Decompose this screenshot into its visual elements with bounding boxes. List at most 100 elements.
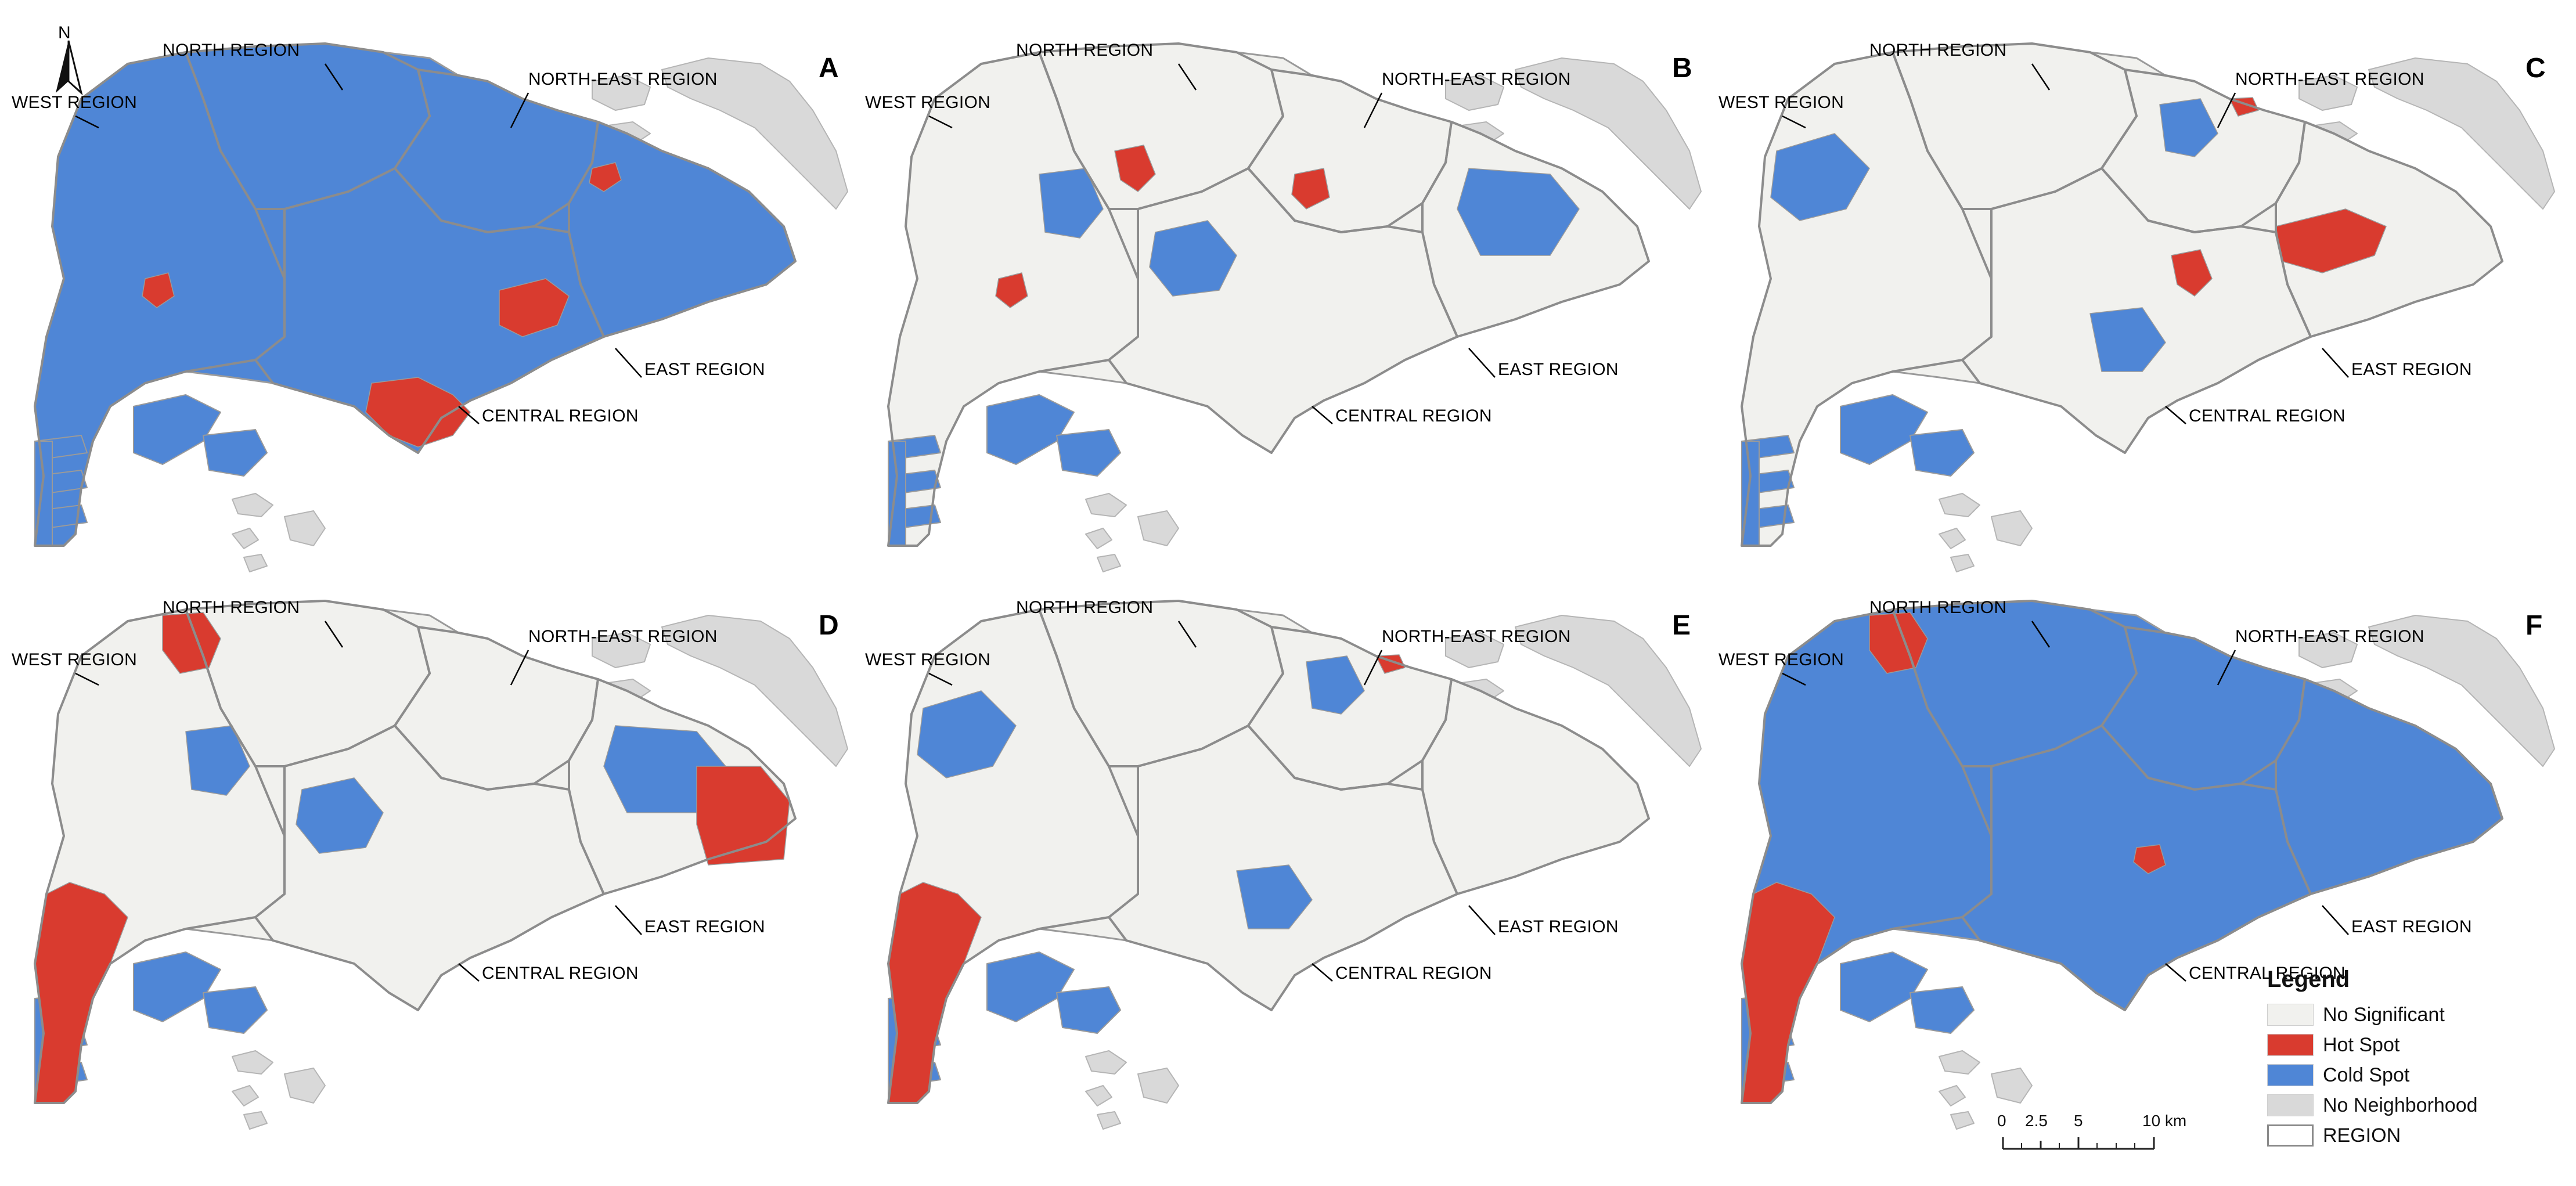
leader-line — [2031, 621, 2051, 648]
industrial-island — [986, 951, 1075, 1022]
cold-spot-area — [2159, 98, 2218, 157]
region-label-east: EAST REGION — [644, 917, 765, 936]
region-label-north-east: NORTH-EAST REGION — [2235, 70, 2424, 89]
leader-line — [2322, 348, 2349, 378]
industrial-island — [133, 394, 221, 465]
no-neighborhood-area — [1515, 615, 1702, 767]
no-neighborhood-area — [232, 528, 259, 549]
panel-letter: C — [2525, 53, 2546, 84]
leader-line — [324, 63, 344, 91]
legend-item-region: REGION — [2267, 1122, 2540, 1149]
region-label-north-east: NORTH-EAST REGION — [528, 70, 718, 89]
no-neighborhood-area — [1085, 1050, 1127, 1075]
no-neighborhood-area — [1137, 510, 1179, 546]
no-neighborhood-area — [592, 632, 651, 668]
panel-letter: B — [1672, 53, 1692, 84]
scale-tick-label: 5 — [2074, 1112, 2083, 1130]
main-island — [1741, 42, 2503, 547]
hot-spot-area — [162, 612, 221, 674]
leader-line — [1782, 115, 1806, 129]
region-label-west: WEST REGION — [12, 650, 138, 669]
region-label-west: WEST REGION — [1718, 93, 1844, 112]
region-boundary-central — [1961, 724, 2312, 1011]
main-island — [887, 600, 1650, 1104]
legend-item-cold-spot: Cold Spot — [2267, 1062, 2540, 1088]
region-boundary-east — [1421, 121, 1650, 338]
map-panel-c: WEST REGION NORTH REGION NORTH-EAST REGION… — [1718, 35, 2566, 592]
leader-line — [2217, 650, 2236, 686]
region-label-east: EAST REGION — [2351, 917, 2472, 936]
leader-line — [928, 672, 953, 686]
region-boundary-east — [568, 121, 797, 338]
region-label-north: NORTH REGION — [1016, 41, 1154, 60]
panel-map-svg — [34, 42, 848, 572]
hot-spot-area — [589, 162, 622, 192]
no-neighborhood-area — [284, 1068, 326, 1104]
map-panel-a: WEST REGION NORTH REGION NORTH-EAST REGION… — [12, 35, 859, 592]
no-neighborhood-area — [592, 75, 651, 111]
cold-spot-area — [917, 690, 1017, 778]
hot-spot-area — [142, 272, 175, 308]
no-neighborhood-area — [284, 510, 326, 546]
region-label-north: NORTH REGION — [163, 598, 300, 617]
leader-line — [1363, 650, 1383, 686]
legend-swatch — [2267, 1094, 2314, 1116]
no-neighborhood-area — [2298, 632, 2358, 668]
industrial-island — [1910, 986, 1975, 1034]
no-neighborhood-area — [2298, 75, 2358, 111]
region-label-east: EAST REGION — [1498, 917, 1619, 936]
cold-spot-area — [1039, 168, 1104, 239]
leader-line — [1782, 672, 1806, 686]
no-neighborhood-area — [232, 1085, 259, 1106]
hot-spot-area — [365, 377, 471, 448]
leader-line — [1312, 406, 1333, 424]
industrial-island — [1910, 429, 1975, 477]
main-island — [34, 600, 797, 1104]
legend-label: REGION — [2323, 1124, 2401, 1147]
leader-line — [458, 963, 480, 982]
leader-line — [2165, 963, 2186, 982]
region-boundary-central — [1108, 724, 1458, 1011]
leader-line — [615, 348, 642, 378]
region-label-west: WEST REGION — [12, 93, 138, 112]
no-neighborhood-area — [1939, 528, 1966, 549]
region-boundary-central — [254, 724, 605, 1011]
industrial-island — [986, 394, 1075, 465]
cold-spot-area — [1306, 655, 1365, 715]
leader-line — [324, 621, 344, 648]
no-neighborhood-area — [1950, 1111, 1975, 1130]
region-label-north-east: NORTH-EAST REGION — [2235, 627, 2424, 646]
legend-label: Cold Spot — [2323, 1064, 2410, 1086]
region-boundary-east — [2275, 121, 2503, 338]
legend-item-no-significant: No Significant — [2267, 1001, 2540, 1028]
map-panel-b: WEST REGION NORTH REGION NORTH-EAST REGION… — [865, 35, 1713, 592]
map-panel-f: WEST REGION NORTH REGION NORTH-EAST REGION… — [1718, 592, 2566, 1149]
leader-line — [458, 406, 480, 424]
no-neighborhood-area — [2368, 615, 2555, 767]
no-neighborhood-area — [232, 493, 273, 517]
no-neighborhood-area — [1991, 510, 2033, 546]
no-neighborhood-area — [1939, 493, 1980, 517]
map-panel-d: WEST REGION NORTH REGION NORTH-EAST REGION… — [12, 592, 859, 1149]
legend-item-no-neighborhood: No Neighborhood — [2267, 1092, 2540, 1119]
legend: Legend No Significant Hot Spot Cold Spot… — [2267, 967, 2546, 1176]
panel-map-svg — [887, 42, 1702, 572]
region-label-central: CENTRAL REGION — [482, 964, 639, 983]
region-label-north-east: NORTH-EAST REGION — [1382, 70, 1571, 89]
leader-line — [75, 115, 99, 129]
leader-line — [2165, 406, 2186, 424]
leader-line — [1363, 92, 1383, 128]
scale-tick-label: 0 — [1997, 1112, 2006, 1130]
no-neighborhood-area — [1939, 1050, 1980, 1075]
panel-letter: D — [819, 610, 839, 641]
region-label-north: NORTH REGION — [1869, 598, 2007, 617]
industrial-island — [203, 986, 268, 1034]
north-arrow-icon — [51, 23, 86, 99]
region-boundary-central — [1961, 167, 2312, 454]
panel-letter: F — [2525, 610, 2543, 641]
no-neighborhood-area — [1085, 1085, 1112, 1106]
region-label-north-east: NORTH-EAST REGION — [528, 627, 718, 646]
no-neighborhood-area — [2368, 57, 2555, 210]
cold-spot-area — [296, 777, 384, 854]
leader-line — [928, 115, 953, 129]
